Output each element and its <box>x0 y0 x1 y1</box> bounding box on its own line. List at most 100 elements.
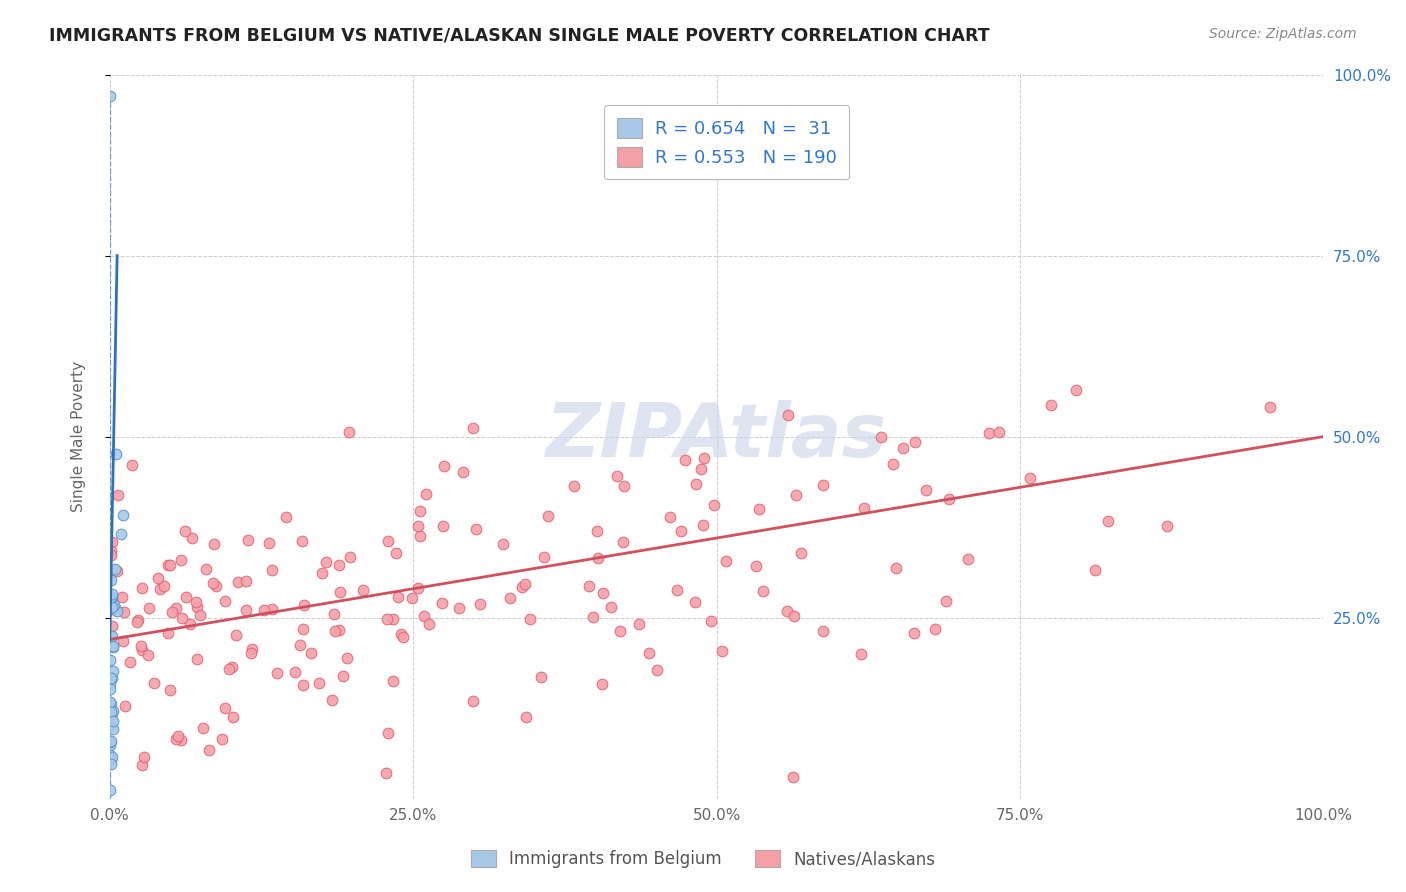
Point <box>1097 514 1119 528</box>
Point <box>160 605 183 619</box>
Point <box>148 582 170 596</box>
Point <box>513 576 536 591</box>
Point <box>377 726 399 740</box>
Point <box>202 536 225 550</box>
Text: IMMIGRANTS FROM BELGIUM VS NATIVE/ALASKAN SINGLE MALE POVERTY CORRELATION CHART: IMMIGRANTS FROM BELGIUM VS NATIVE/ALASKA… <box>49 27 990 45</box>
Point <box>592 586 614 600</box>
Point <box>104 601 127 615</box>
Point <box>884 561 907 575</box>
Point <box>186 651 208 665</box>
Point <box>101 601 124 615</box>
Point <box>628 616 651 631</box>
Point <box>387 590 409 604</box>
Point <box>311 566 333 581</box>
Point <box>582 610 605 624</box>
Point <box>111 508 134 522</box>
Point <box>463 421 485 435</box>
Point <box>519 612 541 626</box>
Point <box>782 770 804 784</box>
Point <box>103 705 125 719</box>
Point <box>226 574 249 589</box>
Point <box>114 698 136 713</box>
Point <box>100 543 122 558</box>
Point <box>288 638 311 652</box>
Point <box>586 551 609 566</box>
Point <box>891 441 914 455</box>
Point <box>205 578 228 592</box>
Point <box>703 498 725 512</box>
Point <box>107 564 129 578</box>
Point <box>131 642 153 657</box>
Point <box>101 534 124 549</box>
Point <box>100 591 122 605</box>
Point <box>127 615 149 630</box>
Point <box>118 655 141 669</box>
Text: ZIPAtlas: ZIPAtlas <box>546 401 887 473</box>
Point <box>148 571 170 585</box>
Point <box>461 693 484 707</box>
Point <box>499 591 522 605</box>
Point <box>100 695 122 709</box>
Point <box>138 601 160 615</box>
Point <box>98 681 121 696</box>
Point <box>100 698 122 712</box>
Point <box>101 750 124 764</box>
Point <box>100 705 122 719</box>
Point <box>100 702 122 716</box>
Point <box>100 630 122 644</box>
Point <box>977 426 1000 441</box>
Point <box>870 430 893 444</box>
Point <box>101 599 124 614</box>
Point <box>170 733 193 747</box>
Point <box>323 624 346 639</box>
Point <box>903 625 925 640</box>
Point <box>159 558 181 573</box>
Point <box>465 522 488 536</box>
Point <box>98 676 121 690</box>
Point <box>1258 400 1281 414</box>
Point <box>284 665 307 680</box>
Point <box>112 605 135 619</box>
Point <box>683 595 706 609</box>
Point <box>167 729 190 743</box>
Point <box>638 646 661 660</box>
Point <box>408 582 430 596</box>
Point <box>186 600 208 615</box>
Point <box>157 558 180 573</box>
Point <box>214 700 236 714</box>
Point <box>710 644 733 658</box>
Point <box>409 529 432 543</box>
Point <box>882 457 904 471</box>
Point <box>406 519 429 533</box>
Point <box>166 731 188 746</box>
Point <box>101 723 124 737</box>
Point <box>299 646 322 660</box>
Point <box>714 554 737 568</box>
Point <box>375 766 398 780</box>
Point <box>328 558 350 572</box>
Point <box>103 640 125 655</box>
Point <box>658 509 681 524</box>
Point <box>389 627 412 641</box>
Point <box>159 683 181 698</box>
Point <box>790 546 813 560</box>
Point <box>924 622 946 636</box>
Point <box>105 447 128 461</box>
Point <box>170 553 193 567</box>
Point <box>235 574 257 588</box>
Point <box>291 533 314 548</box>
Point <box>451 465 474 479</box>
Point <box>266 666 288 681</box>
Point <box>101 599 124 614</box>
Point <box>127 613 149 627</box>
Point <box>323 607 346 621</box>
Point <box>129 640 152 654</box>
Point <box>413 609 436 624</box>
Point <box>174 590 197 604</box>
Point <box>692 517 714 532</box>
Point <box>218 662 240 676</box>
Point <box>1084 563 1107 577</box>
Point <box>752 584 775 599</box>
Point <box>156 626 179 640</box>
Point <box>236 533 259 548</box>
